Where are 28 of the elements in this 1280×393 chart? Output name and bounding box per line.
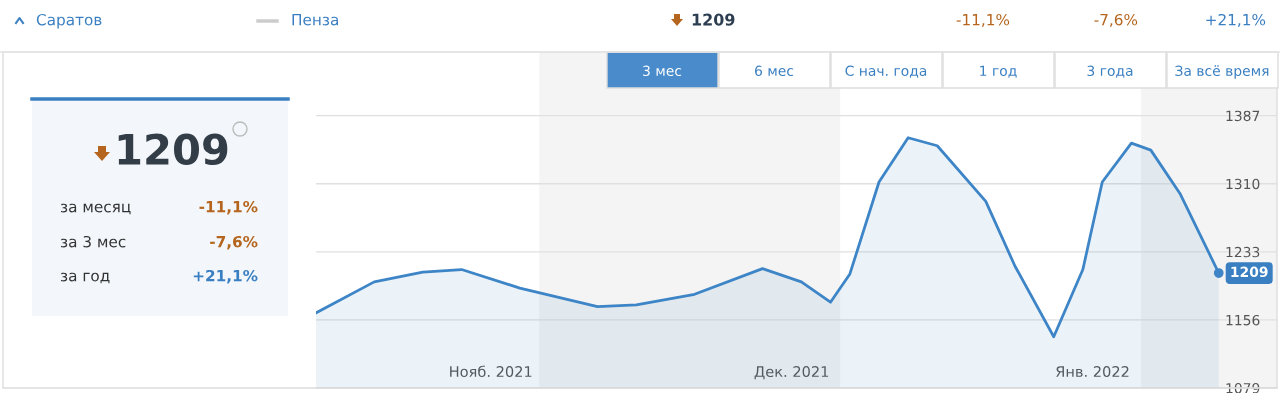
annotation: 3 мес [643, 65, 682, 77]
text: -7,6% [210, 235, 258, 250]
text: 1209 [692, 13, 735, 26]
text: за год [60, 272, 110, 284]
annotation: 1 год [980, 65, 1017, 78]
annotation: 1209 [1231, 266, 1268, 278]
text: Пенза [292, 14, 338, 26]
y-tick-label: 1079 [1226, 382, 1260, 393]
text: +21,1% [1206, 13, 1266, 27]
y-tick-label: 1310 [1226, 178, 1260, 190]
text: -11,1% [956, 13, 1010, 27]
annotation: 3 года [1087, 65, 1133, 78]
annotation: 6 мес [755, 65, 794, 77]
text: за месяц [60, 203, 131, 215]
y-tick-label: 1233 [1226, 246, 1260, 258]
y-tick-label: 1156 [1226, 314, 1260, 326]
text: +21,1% [193, 269, 258, 284]
text: -7,6% [1094, 13, 1138, 27]
text: -11,1% [199, 200, 258, 215]
text: за 3 мес [60, 235, 126, 248]
x-tick-label: Нояб. 2021 [450, 365, 532, 378]
annotation: За всё время [1175, 65, 1269, 79]
x-tick-label: Янв. 2022 [1056, 366, 1129, 378]
text: Саратов [36, 13, 102, 29]
text: 1209 [118, 133, 228, 166]
y-tick-label: 1387 [1226, 110, 1260, 122]
x-tick-label: Дек. 2021 [754, 366, 829, 380]
annotation: С нач. года [845, 65, 927, 78]
